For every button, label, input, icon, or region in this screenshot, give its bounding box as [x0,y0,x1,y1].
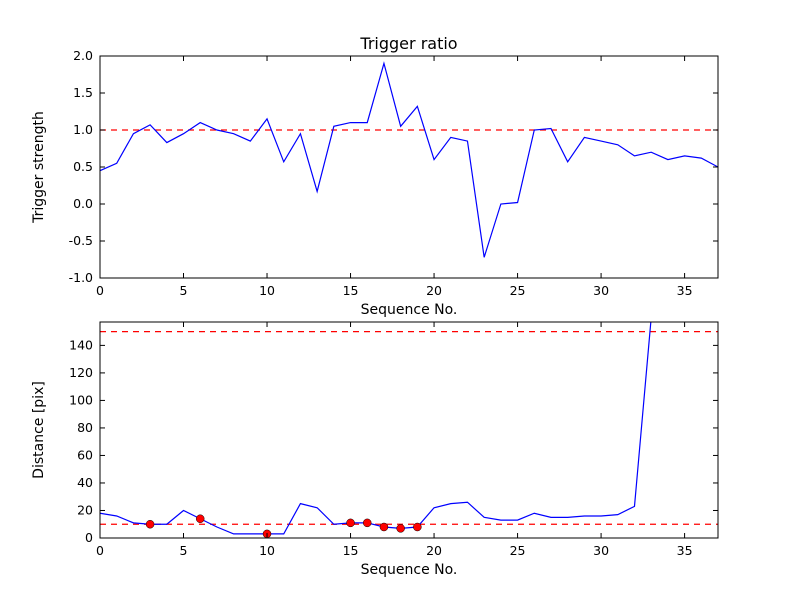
y-axis-label-trigger-strength: Trigger strength [31,111,47,223]
svg-text:35: 35 [677,283,693,298]
svg-text:30: 30 [593,283,609,298]
svg-text:-1.0: -1.0 [69,270,93,285]
svg-text:-0.5: -0.5 [69,233,93,248]
svg-text:15: 15 [343,283,359,298]
chart-title: Trigger ratio [360,34,458,53]
svg-text:40: 40 [77,475,93,490]
x-axis-label-bottom: Sequence No. [360,562,458,578]
trigger-ratio-chart: 0 5 10 15 20 25 30 35 -1.0 -0.5 0.0 0.5 1.0 1.5 2.0 [69,48,719,298]
svg-text:30: 30 [593,543,609,558]
svg-text:80: 80 [77,420,93,435]
svg-text:0: 0 [85,530,93,545]
svg-text:0: 0 [96,283,104,298]
x-axis-label-top: Sequence No. [360,302,458,318]
svg-text:0: 0 [96,543,104,558]
svg-text:25: 25 [510,543,526,558]
svg-text:1.0: 1.0 [73,122,93,137]
svg-text:120: 120 [69,365,93,380]
svg-text:25: 25 [510,283,526,298]
svg-text:10: 10 [259,283,275,298]
svg-text:20: 20 [77,502,93,517]
svg-text:15: 15 [343,543,359,558]
distance-chart: 0 5 10 15 20 25 30 35 0 20 40 60 80 100 120 140 [69,321,719,558]
svg-text:5: 5 [180,543,188,558]
svg-text:1.5: 1.5 [73,85,93,100]
svg-text:35: 35 [677,543,693,558]
svg-text:140: 140 [69,337,93,352]
svg-text:0.0: 0.0 [73,196,93,211]
svg-text:20: 20 [426,543,442,558]
svg-text:10: 10 [259,543,275,558]
svg-text:60: 60 [77,447,93,462]
svg-text:0.5: 0.5 [73,159,93,174]
svg-text:20: 20 [426,283,442,298]
svg-text:5: 5 [180,283,188,298]
y-axis-label-distance: Distance [pix] [31,381,47,479]
svg-text:2.0: 2.0 [73,48,93,63]
svg-text:100: 100 [69,392,93,407]
